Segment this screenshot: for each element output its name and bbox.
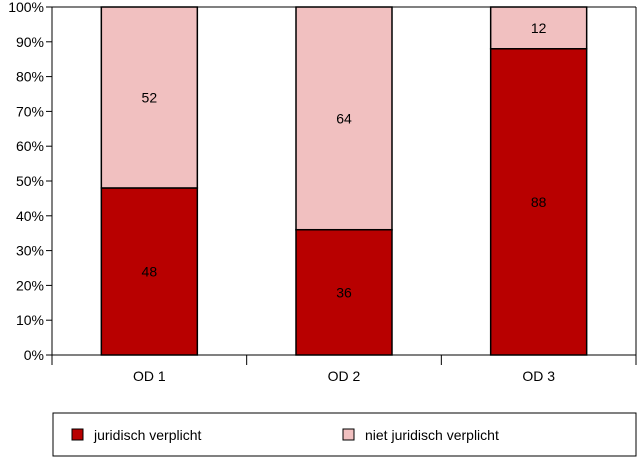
bar-segment [295,6,393,231]
bar-segment [295,228,393,356]
bar-segment [100,6,199,189]
y-tick-label: 40% [16,208,44,224]
data-label: 12 [531,20,547,36]
legend-label: juridisch verplicht [93,427,201,443]
legend-label: niet juridisch verplicht [365,427,499,443]
data-label: 36 [336,284,352,300]
y-tick-label: 20% [16,277,44,293]
x-tick-label: OD 2 [328,368,361,384]
axes [51,6,637,356]
y-tick-label: 0% [24,347,44,363]
data-label: 52 [142,89,158,105]
data-label: 64 [336,110,352,126]
y-tick-label: 70% [16,103,44,119]
bar-segment [489,48,588,356]
y-tick-label: 80% [16,69,44,85]
y-tick-label: 90% [16,34,44,50]
x-tick-label: OD 3 [522,368,555,384]
legend: juridisch verplicht niet juridisch verpli… [52,412,637,457]
y-tick-label: 30% [16,243,44,259]
x-axis: OD 1 OD 2 OD 3 [51,355,637,384]
x-tick-label: OD 1 [133,368,166,384]
bars: 48 52 36 64 88 12 [100,6,588,356]
bar-segment [100,187,199,356]
legend-swatch [71,428,84,441]
y-tick-label: 60% [16,138,44,154]
data-label: 88 [531,194,547,210]
y-axis: 0% 10% 20% 30% 40% 50% 60% 70% 80% 90% 100% [8,0,52,363]
y-tick-label: 100% [8,0,44,15]
data-label: 48 [142,263,158,279]
y-tick-label: 10% [16,312,44,328]
legend-swatch [342,428,355,441]
y-tick-label: 50% [16,173,44,189]
